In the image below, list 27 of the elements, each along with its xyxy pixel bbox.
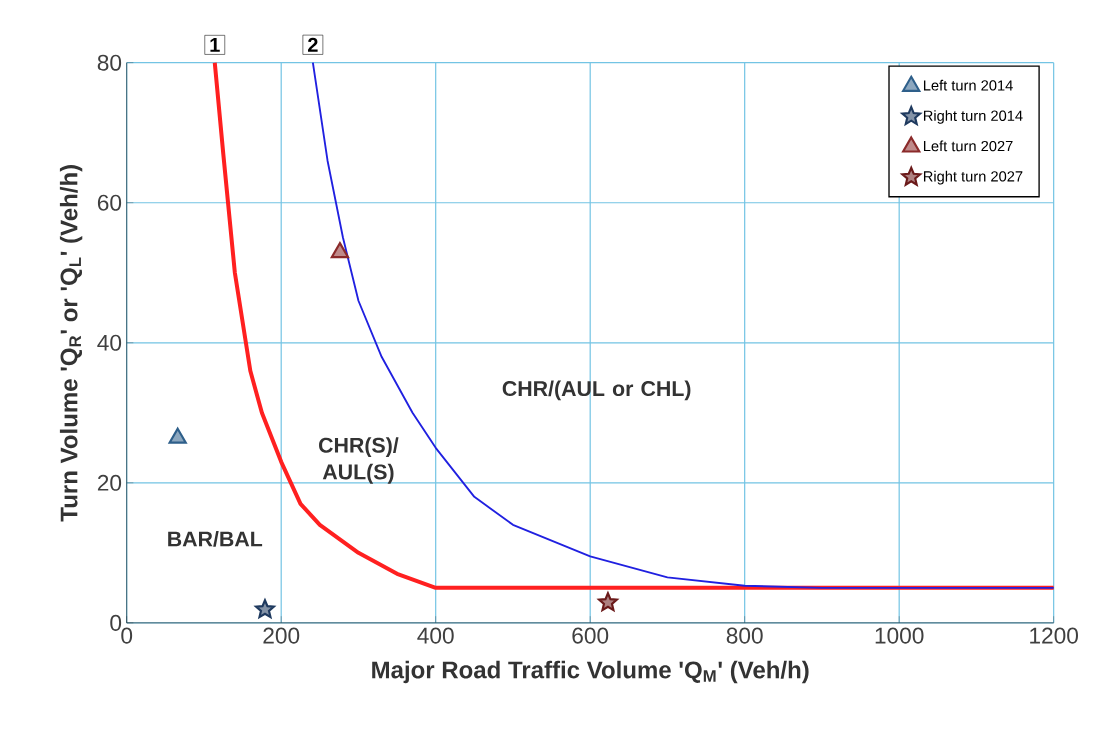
x-axis-title: Major Road Traffic Volume 'Q$_{M}$' (Veh/h)	[372, 660, 809, 684]
x-tick-label: 1000	[875, 627, 924, 644]
point	[255, 599, 275, 619]
legend-label: Left turn 2027	[923, 140, 1013, 152]
point	[330, 241, 350, 259]
y-tick-label: 0	[110, 614, 122, 631]
y-tick-label: 80	[97, 54, 122, 71]
x-tick-label: 600	[572, 627, 609, 644]
x-tick-label: 1200	[1030, 627, 1078, 644]
y-axis-title: Turn Volume 'Q$_{R}$' or 'Q$_{L}$' (Veh/h)	[59, 164, 83, 522]
annotation: CHR/(AUL or CHL)	[502, 380, 691, 401]
y-tick-label: 40	[97, 334, 122, 351]
annotation: 2	[308, 37, 318, 52]
point	[598, 592, 618, 612]
x-tick-label: 800	[726, 627, 763, 644]
x-tick-label: 200	[263, 627, 300, 644]
legend-label: Right turn 2014	[923, 110, 1023, 124]
x-tick-label: 0	[121, 627, 133, 644]
annotation: CHR(S)/ AUL(S)	[319, 437, 399, 484]
annotation: BAR/BAL	[168, 530, 263, 547]
x-tick-label: 400	[417, 627, 454, 644]
legend-label: Right turn 2027	[923, 170, 1023, 185]
annotation: 1	[210, 37, 220, 52]
y-tick-label: 60	[97, 194, 122, 211]
legend-label: Left turn 2014	[923, 79, 1013, 91]
y-tick-label: 20	[97, 474, 122, 491]
point	[168, 427, 187, 444]
